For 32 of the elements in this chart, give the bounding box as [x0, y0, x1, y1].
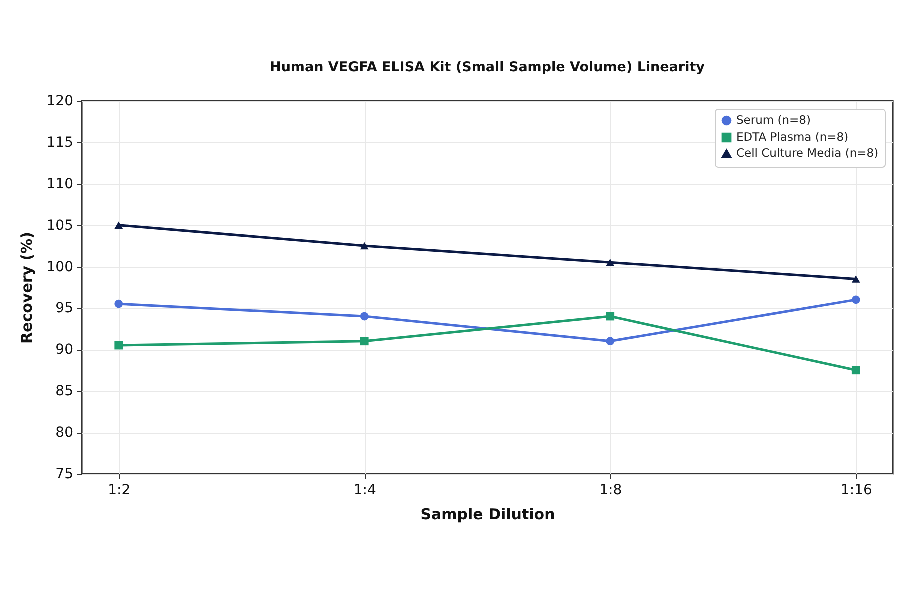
legend-label: Serum (n=8)	[736, 112, 811, 127]
point	[606, 259, 615, 266]
y-tick-label: 85	[56, 384, 74, 400]
point	[852, 276, 860, 283]
y-tick-label: 95	[56, 300, 74, 317]
y-tick-label: 80	[56, 425, 74, 442]
y-tick-label: 110	[46, 176, 74, 192]
point	[606, 337, 615, 346]
point	[360, 242, 369, 250]
x-tick-label: 1:16	[840, 482, 872, 498]
point	[606, 312, 615, 321]
x-tick-label: 1:4	[354, 482, 376, 498]
x-axis-title: Sample Dilution	[420, 506, 556, 524]
point	[852, 296, 860, 304]
y-tick-label: 75	[56, 466, 74, 482]
x-tick-label: 1:8	[600, 482, 622, 498]
point	[114, 222, 124, 229]
point	[360, 312, 369, 321]
point	[852, 366, 860, 375]
y-tick-label: 105	[46, 218, 74, 234]
chart-title: Human VEGFA ELISA Kit (Small Sample Volume) Linearity	[270, 60, 706, 76]
point	[360, 337, 369, 346]
legend-label: Cell Culture Media (n=8)	[736, 146, 879, 160]
y-tick-label: 115	[46, 134, 74, 151]
point	[114, 300, 124, 308]
legend-label: EDTA Plasma (n=8)	[736, 130, 849, 144]
y-tick-label: 100	[46, 259, 74, 276]
y-axis-title: Recovery (%)	[18, 232, 36, 344]
y-tick-label: 90	[56, 342, 74, 358]
point	[114, 341, 124, 350]
x-tick-label: 1:2	[108, 482, 131, 498]
y-tick-label: 120	[46, 94, 74, 110]
